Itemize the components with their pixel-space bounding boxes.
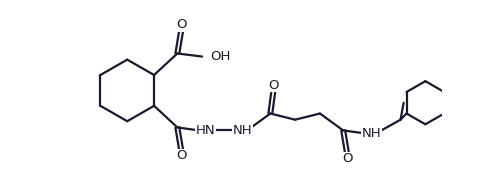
Text: O: O bbox=[342, 152, 353, 165]
Text: NH: NH bbox=[361, 127, 381, 140]
Text: HN: HN bbox=[195, 124, 215, 137]
Text: NH: NH bbox=[233, 124, 252, 137]
Text: O: O bbox=[176, 149, 187, 162]
Text: O: O bbox=[268, 78, 279, 92]
Text: OH: OH bbox=[210, 50, 230, 63]
Text: O: O bbox=[176, 18, 187, 32]
